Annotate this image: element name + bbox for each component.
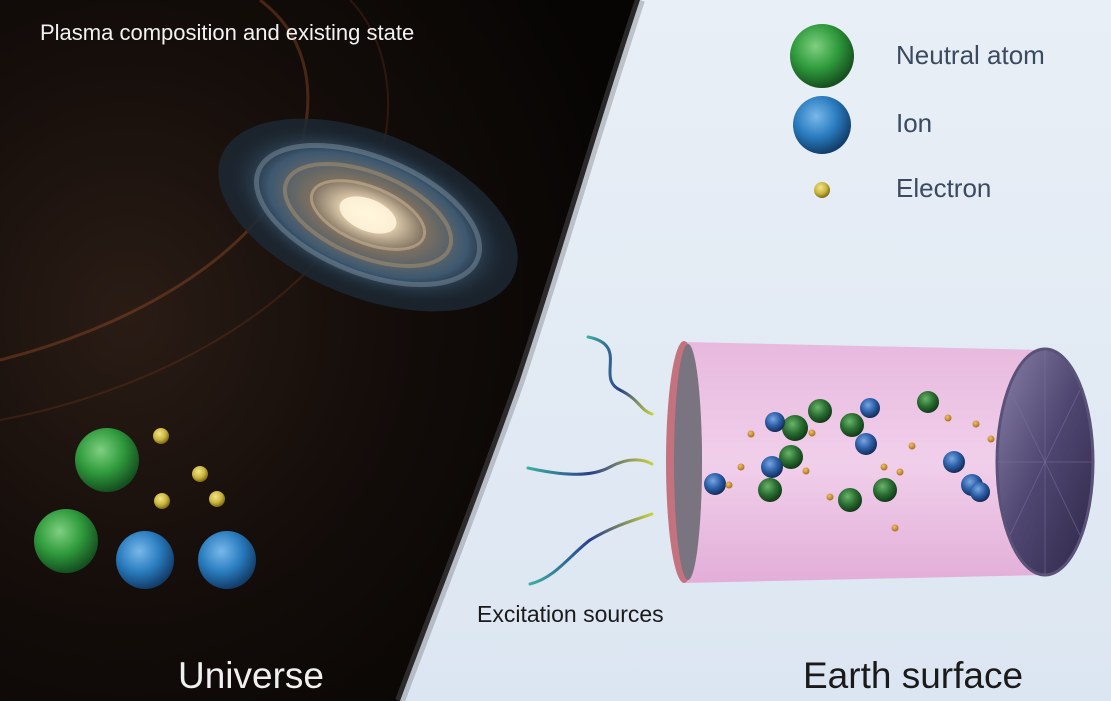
space-region [0,0,640,701]
excitation-sources-label: Excitation sources [477,601,664,627]
earth-surface-label: Earth surface [803,655,1024,696]
electron [192,466,208,482]
neutral-atom [75,428,139,492]
ion [198,531,256,589]
plasma-tube [666,341,1095,583]
ion-legend-marker [793,96,851,154]
electron [209,491,225,507]
figure-title: Plasma composition and existing state [40,20,415,45]
legend-ion-label: Ion [896,108,933,138]
galaxy-image [218,118,518,312]
electron-legend-marker [814,182,830,198]
electron [154,493,170,509]
legend-electron-label: Electron [896,173,992,203]
ion [116,531,174,589]
tube-particles [704,391,995,532]
universe-label: Universe [178,655,324,696]
legend-neutral-atom-label: Neutral atom [896,40,1045,70]
universe-particles [34,428,256,589]
electron [153,428,169,444]
excitation-waves [526,335,654,586]
neutral-atom [34,509,98,573]
neutral-atom-legend-marker [790,24,854,88]
